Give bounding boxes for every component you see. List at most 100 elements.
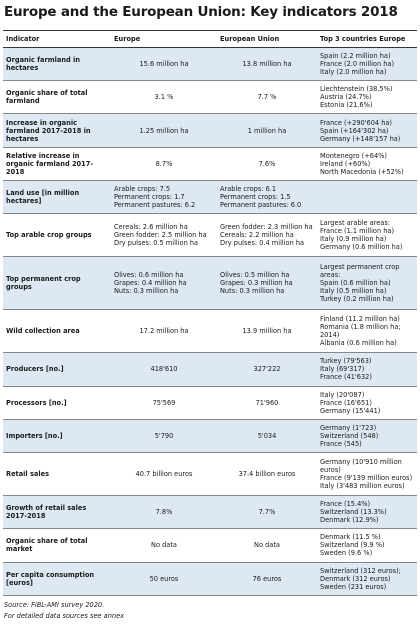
cell-line: France (15.4%)	[320, 500, 371, 509]
value-cell: 7.6%	[217, 147, 317, 181]
cell-line: Olives: 0.6 million ha	[114, 271, 184, 280]
cell-line: Montenegro (+64%)	[320, 151, 387, 160]
cell-line: France (545)	[320, 439, 362, 448]
value-cell: 75'569	[111, 386, 217, 420]
header-cell: Top 3 countries Europe	[317, 30, 417, 48]
header-row: Indicator Europe European Union Top 3 count…	[3, 30, 417, 48]
cell-line: Germany (1'723)	[320, 423, 377, 432]
value-cell: 15.6 million ha	[111, 47, 217, 82]
value-cell: 71'960	[217, 386, 317, 420]
cell-line: Spain (0.6 million ha)	[320, 279, 391, 288]
table-row: Processors [no.] 75'569 71'960 Italy (20'08…	[3, 386, 417, 420]
table-row: Retail sales 40.7 billion euros 37.4 billi…	[3, 452, 417, 497]
cell-line: Switzerland (13.3%)	[320, 508, 387, 517]
cell-line: France (1.1 million ha)	[320, 227, 395, 236]
table-row: Growth of retail sales 2017-2018 7.8% 7.7%…	[3, 495, 417, 530]
cell: Finland (11.2 million ha) Romania (1.8 mi…	[317, 309, 417, 354]
header-cell: Europe	[111, 30, 217, 48]
value-cell: 17.2 million ha	[111, 309, 217, 354]
cell-line: Sweden (231 euros)	[320, 582, 387, 591]
value-cell: 13.8 million ha	[217, 47, 317, 82]
cell: Denmark (11.5 %) Switzerland (9.9 %) Swede…	[317, 528, 417, 563]
title: Europe and the European Union: Key indic…	[4, 4, 398, 20]
cell-line: France (2.0 million ha)	[320, 60, 395, 69]
cell: France (15.4%) Switzerland (13.3%) Denmark…	[317, 495, 417, 530]
indicator-cell: Increase in organic farmland 2017-2018 i…	[3, 113, 111, 148]
cell-line: Austria (24.7%)	[320, 93, 372, 102]
indicator-cell: Growth of retail sales 2017-2018	[3, 495, 111, 530]
cell-line: Spain (2.2 million ha)	[320, 52, 391, 61]
table-row: Organic share of total market No data No d…	[3, 528, 417, 563]
cell-line: Albania (0.6 million ha)	[320, 339, 397, 348]
cell: Cereals: 2.6 million ha Green fodder: 2.5…	[111, 213, 217, 258]
indicator-cell: Organic share of total farmland	[3, 80, 111, 115]
cell-line: Germany (0.6 million ha)	[320, 243, 403, 252]
cell: Spain (2.2 million ha) France (2.0 millio…	[317, 47, 417, 82]
cell-line: Spain (+164'302 ha)	[320, 126, 389, 135]
value-cell: 5'790	[111, 419, 217, 454]
value-cell: 37.4 billion euros	[217, 452, 317, 497]
value-cell: 418'610	[111, 352, 217, 387]
indicator-cell: Processors [no.]	[3, 386, 111, 420]
cell: Arable crops: 6.1 Permanent crops: 1.5 Per…	[217, 180, 317, 215]
value-cell: 1 million ha	[217, 113, 317, 148]
cell: Germany (10'910 million euros) France (9'…	[317, 452, 417, 497]
cell-line: Italy (69'317)	[320, 365, 365, 374]
table-row: Increase in organic farmland 2017-2018 i…	[3, 113, 417, 148]
cell: Switzerland (312 euros); Denmark (312 eur…	[317, 562, 417, 597]
cell: Italy (20'087) France (16'651) Germany (15…	[317, 386, 417, 420]
cell-line: Germany (15'441)	[320, 406, 381, 415]
indicator-cell: Importers [no.]	[3, 419, 111, 454]
cell-line: Denmark (11.5 %)	[320, 533, 381, 542]
cell-line: Grapes: 0.3 million ha	[220, 279, 293, 288]
value-cell: 3.1 %	[111, 80, 217, 115]
cell-line: Italy (3'483 million euros)	[320, 482, 405, 491]
table-row: Land use [in million hectares] Arable cro…	[3, 180, 417, 215]
value-cell: No data	[217, 528, 317, 563]
value-cell: 50 euros	[111, 562, 217, 597]
cell-line: Turkey (79'563)	[320, 357, 372, 366]
table-row: Producers [no.] 418'610 327'222 Turkey (79'…	[3, 352, 417, 387]
cell-line: Switzerland (312 euros);	[320, 566, 401, 575]
value-cell: 7.8%	[111, 495, 217, 530]
cell-line: Olives: 0.5 million ha	[220, 271, 290, 280]
cell-line: Turkey (0.2 million ha)	[320, 295, 394, 304]
cell-line: Switzerland (9.9 %)	[320, 541, 385, 550]
cell: France (+290'604 ha) Spain (+164'302 ha) G…	[317, 113, 417, 148]
value-cell: 7.7%	[217, 495, 317, 530]
cell-line: Arable crops: 7.5	[114, 185, 171, 194]
value-cell: 7.7 %	[217, 80, 317, 115]
cell-line: Permanent pastures: 6.2	[114, 201, 196, 210]
cell-line: Italy (2.0 million ha)	[320, 68, 387, 77]
value-cell: 8.7%	[111, 147, 217, 181]
cell-line: Grapes: 0.4 million ha	[114, 279, 187, 288]
cell-line: France (16'651)	[320, 398, 372, 407]
value-cell: 13.9 million ha	[217, 309, 317, 354]
cell: Largest arable areas: France (1.1 million…	[317, 213, 417, 258]
cell-line: Nuts: 0.3 million ha	[220, 287, 285, 296]
cell-line: Green fodder: 2.5 million ha	[114, 231, 207, 240]
cell-line: France (41'632)	[320, 373, 372, 382]
cell-line: Dry pulses: 0.5 million ha	[114, 239, 199, 248]
cell-line: Italy (20'087)	[320, 390, 365, 399]
cell-line: Cereals: 2.6 million ha	[114, 223, 188, 232]
cell: Germany (1'723) Switzerland (548) France (…	[317, 419, 417, 454]
table-row: Top permanent crop groups Olives: 0.6 mil…	[3, 256, 417, 311]
indicator-cell: Land use [in million hectares]	[3, 180, 111, 215]
footnote: For detailed data sources see annex	[4, 612, 125, 620]
cell: Montenegro (+64%) Ireland (+60%) North Mac…	[317, 147, 417, 181]
cell: Olives: 0.6 million ha Grapes: 0.4 millio…	[111, 256, 217, 311]
cell-line: Finland (11.2 million ha)	[320, 315, 400, 324]
cell-line: Germany (10'910 million euros)	[320, 458, 402, 475]
table-row: Organic share of total farmland 3.1 % 7.7 …	[3, 80, 417, 115]
indicator-table: Indicator Europe European Union Top 3 count…	[3, 30, 417, 597]
header-cell: Indicator	[3, 30, 111, 48]
table-row: Importers [no.] 5'790 5'034 Germany (1'723)…	[3, 419, 417, 454]
cell-line: Dry pulses: 0.4 million ha	[220, 239, 305, 248]
cell-line: Sweden (9.6 %)	[320, 549, 373, 558]
cell-line: Estonia (21.6%)	[320, 101, 373, 110]
cell-line: France (9'139 million euros)	[320, 474, 413, 483]
cell-line: Liechtenstein (38.5%)	[320, 85, 393, 94]
value-cell: 40.7 billion euros	[111, 452, 217, 497]
table-row: Wild collection area 17.2 million ha 13.9 …	[3, 309, 417, 354]
